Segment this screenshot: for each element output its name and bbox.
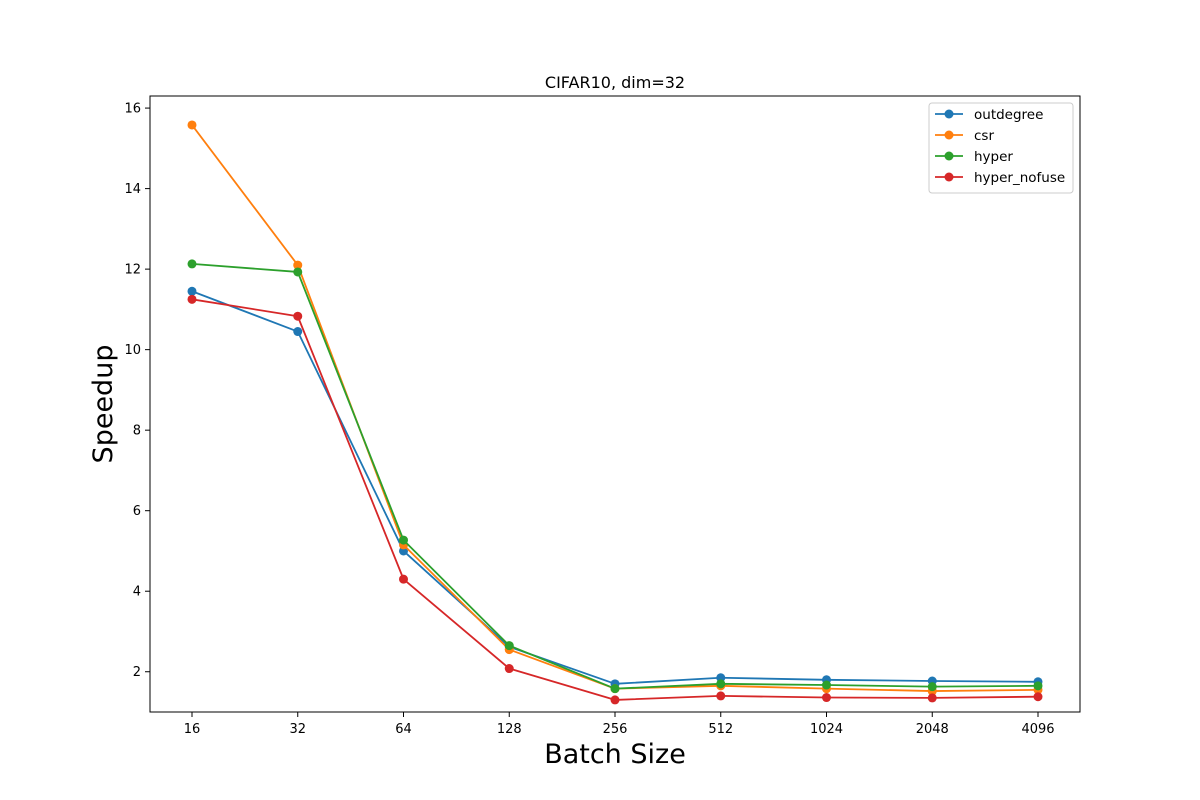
x-tick-label: 64: [395, 722, 412, 737]
data-point-outdegree: [187, 286, 197, 296]
data-point-hyper: [399, 535, 408, 545]
data-point-hyper-nofuse: [927, 693, 937, 703]
data-point-outdegree: [293, 327, 303, 337]
legend-marker-outdegree: [944, 109, 954, 119]
legend-label-outdegree: outdegree: [974, 107, 1043, 123]
legend-marker-hyper-nofuse: [944, 172, 954, 182]
y-tick-label: 10: [124, 343, 141, 358]
data-point-hyper: [187, 259, 197, 269]
x-tick-label: 4096: [1021, 722, 1054, 737]
x-tick-label: 2048: [916, 722, 949, 737]
chart-title: CIFAR10, dim=32: [545, 73, 685, 92]
data-point-hyper-nofuse: [822, 693, 831, 703]
data-point-hyper-nofuse: [610, 695, 620, 705]
y-tick-label: 12: [124, 263, 141, 278]
data-point-hyper-nofuse: [293, 311, 303, 321]
data-point-hyper: [1033, 681, 1043, 691]
x-tick-label: 512: [708, 722, 733, 737]
y-tick-label: 8: [133, 424, 141, 439]
data-point-hyper-nofuse: [716, 691, 726, 701]
x-tick-label: 256: [603, 722, 628, 737]
y-tick-label: 16: [124, 102, 141, 117]
y-tick-label: 6: [133, 504, 141, 519]
y-tick-label: 4: [133, 585, 141, 600]
legend-marker-hyper: [944, 151, 954, 161]
legend: outdegree csr hyper hyper_nofuse: [928, 102, 1074, 194]
data-point-hyper: [293, 267, 303, 277]
data-point-hyper-nofuse: [399, 574, 408, 584]
data-point-csr: [293, 260, 303, 270]
x-tick-label: 32: [289, 722, 306, 737]
legend-label-hyper-nofuse: hyper_nofuse: [974, 170, 1065, 186]
y-axis-label: Speedup: [88, 345, 119, 464]
data-point-hyper: [927, 682, 937, 692]
x-tick-label: 1024: [810, 722, 843, 737]
x-axis-label: Batch Size: [544, 739, 686, 770]
data-point-csr: [187, 120, 197, 130]
data-point-hyper-nofuse: [187, 294, 197, 304]
data-point-hyper-nofuse: [504, 664, 514, 674]
data-point-hyper-nofuse: [1033, 692, 1043, 702]
y-tick-label: 2: [133, 665, 141, 680]
plot-layer: 16 32 64 128 256 512 1024 2048 4096 2 4 6 8 10 12 14 16: [124, 102, 1054, 737]
legend-label-csr: csr: [974, 128, 994, 144]
legend-label-hyper: hyper: [974, 149, 1013, 165]
axes-frame: [149, 95, 1081, 713]
y-tick-label: 14: [124, 182, 141, 197]
x-tick-label: 16: [184, 722, 201, 737]
legend-marker-csr: [944, 130, 954, 140]
x-tick-label: 128: [497, 722, 522, 737]
data-point-hyper: [610, 684, 620, 694]
legend-box: [928, 102, 1074, 194]
data-point-hyper: [716, 679, 726, 689]
data-point-hyper: [504, 641, 514, 651]
data-point-hyper: [822, 680, 831, 690]
